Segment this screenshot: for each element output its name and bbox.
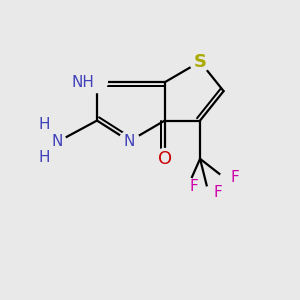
Text: O: O bbox=[158, 150, 172, 168]
Text: H: H bbox=[38, 150, 50, 165]
Circle shape bbox=[181, 178, 196, 193]
Circle shape bbox=[154, 148, 175, 169]
Text: F: F bbox=[213, 185, 222, 200]
Text: N: N bbox=[124, 134, 135, 149]
Circle shape bbox=[202, 187, 216, 202]
Circle shape bbox=[190, 51, 210, 72]
Circle shape bbox=[37, 122, 51, 137]
Text: N: N bbox=[52, 134, 63, 149]
Text: S: S bbox=[194, 53, 207, 71]
Circle shape bbox=[51, 134, 66, 148]
Text: F: F bbox=[231, 170, 240, 185]
Circle shape bbox=[87, 72, 107, 93]
Text: F: F bbox=[190, 179, 199, 194]
Text: H: H bbox=[38, 118, 50, 133]
Circle shape bbox=[119, 131, 140, 152]
Circle shape bbox=[37, 146, 51, 160]
Circle shape bbox=[219, 172, 234, 187]
Text: NH: NH bbox=[71, 75, 94, 90]
